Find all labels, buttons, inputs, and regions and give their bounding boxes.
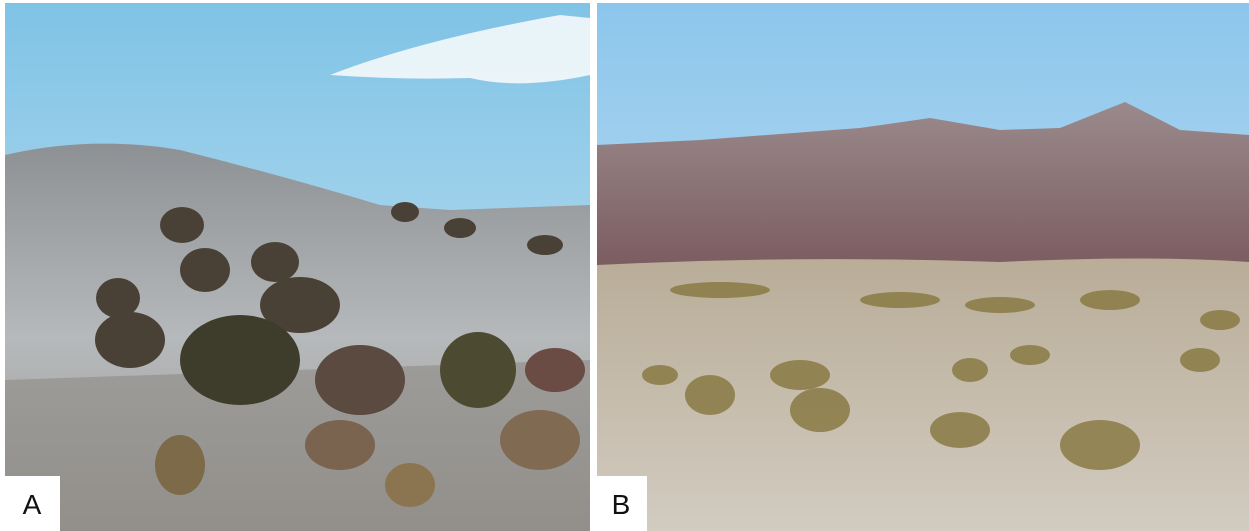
panel-label: A — [23, 489, 42, 520]
panel-label: B — [612, 489, 631, 520]
panel-b: B — [597, 3, 1249, 531]
panel-a: A — [5, 3, 590, 531]
figure: A B — [0, 0, 1249, 531]
